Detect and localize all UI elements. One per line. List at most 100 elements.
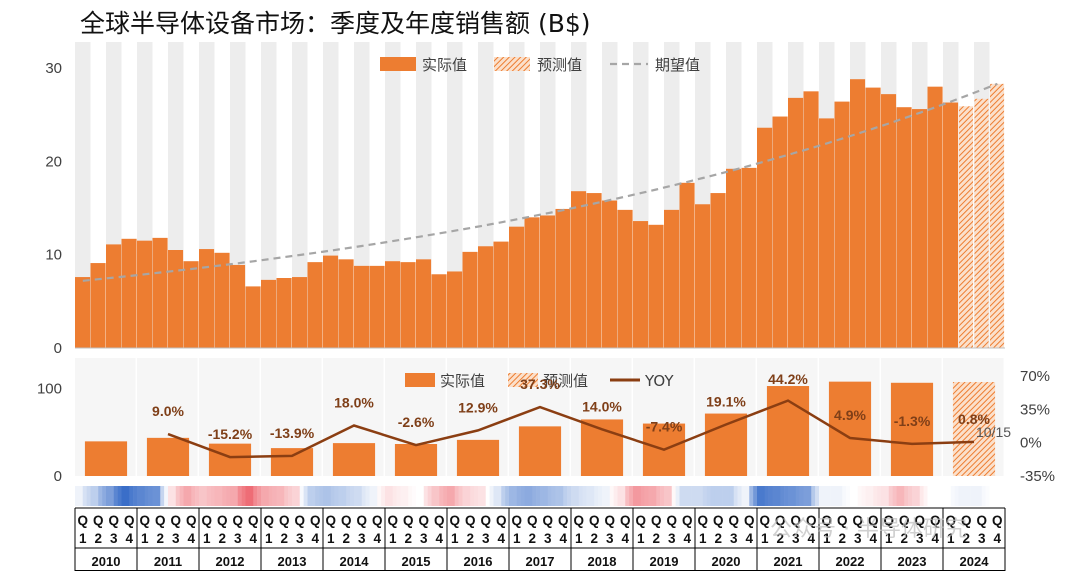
quarter-num-label: 2 (404, 531, 412, 546)
heat-cell (625, 486, 630, 506)
heat-cell (582, 486, 587, 506)
heat-cell (966, 486, 971, 506)
forecast-bar (959, 106, 974, 349)
heat-cell (396, 486, 401, 506)
heat-cell (106, 486, 111, 506)
heat-cell (191, 486, 196, 506)
quarter-q-label: Q (294, 513, 305, 528)
heat-cell (268, 486, 273, 506)
heat-cell (78, 486, 84, 506)
heat-cell (497, 486, 502, 506)
heat-cell (427, 486, 432, 506)
heat-cell (946, 486, 952, 506)
grid-stripe (292, 42, 308, 348)
quarter-q-label: Q (449, 513, 460, 528)
heat-cell (695, 486, 700, 506)
quarter-num-label: 1 (699, 531, 707, 546)
heat-cell (757, 486, 762, 506)
quarter-num-label: 2 (776, 531, 784, 546)
quarter-bar (943, 102, 959, 349)
heat-cell (319, 486, 324, 506)
quarter-num-label: 2 (838, 531, 846, 546)
quarter-q-label: Q (914, 513, 925, 528)
quarter-num-label: 4 (373, 531, 381, 546)
heat-cell (617, 486, 622, 506)
heat-cell (536, 486, 541, 506)
year-label: 2015 (402, 554, 431, 569)
heat-cell (853, 486, 859, 506)
quarter-num-label: 2 (962, 531, 970, 546)
heat-cell (636, 486, 642, 506)
heat-cell (706, 486, 711, 506)
heat-cell (846, 486, 851, 506)
quarter-bar (152, 237, 168, 348)
heat-cell (613, 486, 618, 506)
quarter-bar (261, 279, 277, 348)
legend-forecast-swatch (494, 57, 530, 71)
heat-cell (865, 486, 870, 506)
heat-cell (524, 486, 529, 506)
quarter-num-label: 2 (590, 531, 598, 546)
quarter-q-label: Q (635, 513, 646, 528)
heat-cell (935, 486, 940, 506)
quarter-num-label: 3 (854, 531, 862, 546)
heat-cell (788, 486, 793, 506)
year-label: 2020 (712, 554, 741, 569)
quarter-num-label: 1 (575, 531, 583, 546)
quarter-bar (927, 86, 943, 349)
quarter-bar (137, 240, 153, 348)
quarter-year-table: Q1Q2Q3Q4Q1Q2Q3Q4Q1Q2Q3Q4Q1Q2Q3Q4Q1Q2Q3Q4… (74, 486, 1006, 571)
legend-actual-swatch (405, 373, 435, 387)
heat-cell (400, 486, 405, 506)
heat-cell (753, 486, 758, 506)
quarter-num-label: 3 (668, 531, 676, 546)
quarter-q-label: Q (573, 513, 584, 528)
heat-cell (264, 486, 270, 506)
quarter-num-label: 2 (652, 531, 660, 546)
heat-cell (214, 486, 219, 506)
heat-cell (385, 486, 390, 506)
yoy-data-label: -1.3% (894, 413, 931, 429)
heat-cell (733, 486, 738, 506)
quarter-q-label: Q (155, 513, 166, 528)
quarter-bar (90, 263, 106, 348)
heat-cell (877, 486, 882, 506)
heat-cell (811, 486, 816, 506)
grid-stripe (75, 42, 91, 348)
quarter-num-label: 1 (513, 531, 521, 546)
quarterly-chart: 0 10 20 30 实际值 预测值 期望值 (45, 42, 1005, 357)
heat-cell (98, 486, 103, 506)
heat-cell (861, 486, 866, 506)
quarter-bar (555, 208, 571, 348)
quarter-q-label: Q (341, 513, 352, 528)
quarter-bar (757, 127, 773, 348)
quarter-bar (695, 204, 711, 348)
heat-cell (896, 486, 901, 506)
heat-cell (315, 486, 320, 506)
heat-cell (842, 486, 847, 506)
heat-cell (1001, 486, 1006, 506)
heat-cell (826, 486, 831, 506)
heat-cell (644, 486, 649, 506)
annual-bar (704, 413, 748, 476)
year-label: 2022 (836, 554, 865, 569)
quarter-bar (617, 209, 633, 348)
quarter-num-label: 4 (249, 531, 257, 546)
quarter-q-label: Q (868, 513, 879, 528)
quarter-bar (571, 191, 587, 348)
heat-cell (470, 486, 475, 506)
heat-cell (609, 486, 614, 506)
heat-cell (760, 486, 766, 506)
quarter-bar (896, 107, 912, 348)
heat-cell (272, 486, 277, 506)
heat-cell (276, 486, 281, 506)
heat-cell (590, 486, 595, 506)
heat-cell (629, 486, 634, 506)
quarter-q-label: Q (589, 513, 600, 528)
year-label: 2016 (464, 554, 493, 569)
heat-cell (543, 486, 549, 506)
heat-cell (834, 486, 839, 506)
heat-cell (280, 486, 285, 506)
heat-cell (687, 486, 692, 506)
heat-cell (226, 486, 231, 506)
